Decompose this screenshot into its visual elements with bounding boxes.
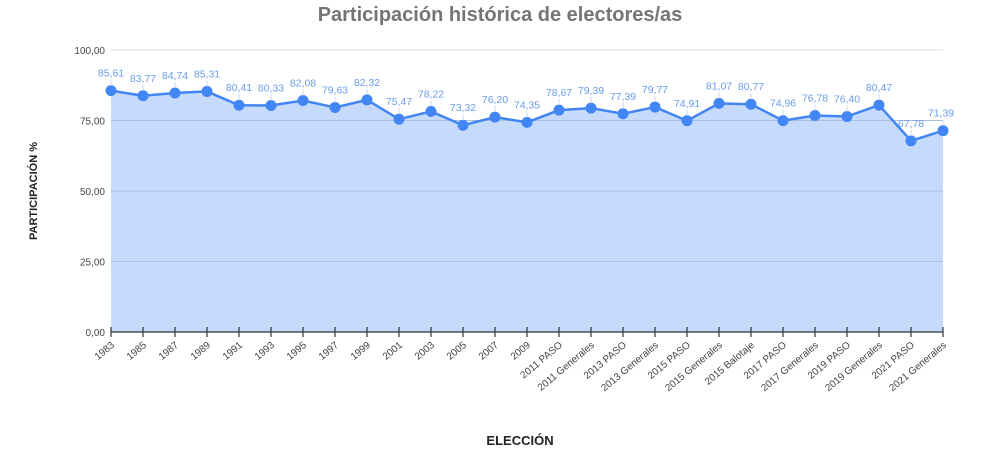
x-tick-label: 2009	[509, 340, 533, 363]
data-label: 85,31	[194, 68, 220, 80]
data-point[interactable]	[169, 87, 181, 99]
x-tick-label: 1989	[189, 340, 213, 363]
x-tick-label: 2017 Generales	[759, 340, 821, 394]
x-tick-label: 2005	[445, 340, 469, 363]
x-tick-label: 2021 Generales	[887, 340, 949, 394]
data-label: 85,61	[98, 68, 124, 80]
data-label: 74,35	[514, 99, 540, 111]
data-label: 74,91	[674, 98, 700, 110]
data-point[interactable]	[777, 115, 789, 127]
data-points	[105, 85, 949, 147]
x-tick-label: 2007	[477, 340, 501, 363]
data-label: 74,96	[770, 98, 796, 110]
data-label: 83,77	[130, 73, 156, 85]
data-label: 76,40	[834, 94, 860, 106]
data-point[interactable]	[105, 85, 117, 97]
data-labels: 85,61 83,77 84,74 85,31 80,41 80,33 82,08 79,63…	[98, 68, 954, 136]
x-tick-label: 1991	[221, 340, 245, 363]
data-label: 78,22	[418, 88, 444, 100]
data-point[interactable]	[873, 99, 885, 111]
data-point[interactable]	[137, 90, 149, 102]
data-point[interactable]	[649, 101, 661, 113]
data-point[interactable]	[713, 97, 725, 109]
y-tick-label: 25,00	[80, 258, 105, 269]
x-tick-label: 2013 Generales	[599, 340, 661, 394]
data-label: 67,78	[898, 118, 924, 130]
data-label: 80,47	[866, 82, 892, 94]
data-point[interactable]	[617, 108, 629, 120]
data-label: 79,63	[322, 84, 348, 96]
x-tick-label: 2003	[413, 340, 437, 363]
data-point[interactable]	[681, 115, 693, 127]
data-point[interactable]	[425, 105, 437, 117]
data-label: 80,77	[738, 81, 764, 93]
data-point[interactable]	[489, 111, 501, 123]
data-label: 82,32	[354, 77, 380, 89]
data-point[interactable]	[585, 102, 597, 114]
data-point[interactable]	[553, 104, 565, 116]
data-label: 81,07	[706, 80, 732, 92]
area-fill	[111, 90, 943, 332]
data-point[interactable]	[809, 109, 821, 121]
chart-title: Participación histórica de electores/as	[317, 4, 683, 26]
x-tick-label: 1993	[253, 340, 277, 363]
x-tick-label: 2015 Generales	[663, 340, 725, 394]
data-label: 80,33	[258, 82, 284, 94]
y-tick-label: 50,00	[80, 187, 105, 198]
data-point[interactable]	[841, 111, 853, 123]
data-point[interactable]	[745, 98, 757, 110]
data-point[interactable]	[201, 85, 213, 97]
x-tick-label: 1997	[317, 340, 341, 363]
x-tick-label: 2019 Generales	[823, 340, 885, 394]
x-tick-label: 2001	[381, 340, 405, 363]
data-point[interactable]	[937, 125, 949, 137]
data-point[interactable]	[265, 99, 277, 111]
data-point[interactable]	[329, 101, 341, 113]
data-label: 71,39	[928, 108, 954, 120]
data-label: 75,47	[386, 96, 412, 108]
x-tick-label: 1983	[93, 340, 117, 363]
y-tick-label: 75,00	[80, 117, 105, 128]
data-label: 78,67	[546, 87, 572, 99]
data-point[interactable]	[297, 95, 309, 107]
data-label: 77,39	[610, 91, 636, 103]
data-point[interactable]	[361, 94, 373, 106]
x-axis: 1983 1985 1987 1989 1991 1993 1995 1997 1999 2001…	[93, 327, 949, 394]
data-point[interactable]	[905, 135, 917, 147]
data-label: 79,77	[642, 84, 668, 96]
y-tick-label: 100,00	[74, 46, 105, 57]
data-label: 82,08	[290, 78, 316, 90]
x-tick-label: 1987	[157, 340, 181, 363]
x-tick-label: 2011 Generales	[536, 340, 597, 394]
data-point[interactable]	[233, 99, 245, 111]
data-point[interactable]	[457, 119, 469, 131]
data-label: 76,78	[802, 92, 828, 104]
y-axis-ticks: 0,00 25,00 50,00 75,00 100,00	[74, 46, 105, 339]
data-label: 80,41	[226, 82, 252, 94]
data-label: 73,32	[450, 102, 476, 114]
data-label: 84,74	[162, 70, 188, 82]
data-point[interactable]	[521, 116, 533, 128]
x-tick-label: 1995	[285, 340, 309, 363]
x-axis-title: ELECCIÓN	[486, 433, 554, 448]
data-label: 79,39	[578, 85, 604, 97]
data-label: 76,20	[482, 94, 508, 106]
data-point[interactable]	[393, 113, 405, 125]
x-tick-label: 1999	[349, 340, 373, 363]
x-tick-label: 1985	[125, 340, 149, 363]
y-tick-label: 0,00	[86, 328, 106, 339]
